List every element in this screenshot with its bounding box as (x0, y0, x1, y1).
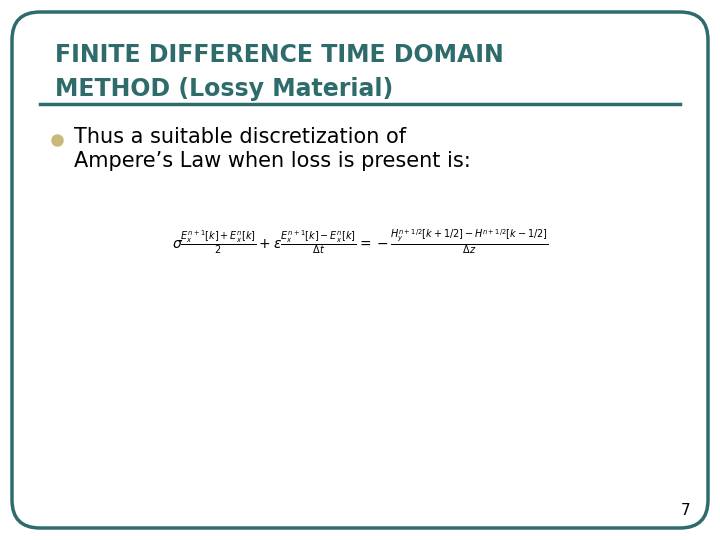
Text: METHOD (Lossy Material): METHOD (Lossy Material) (55, 77, 393, 101)
Text: $\sigma \frac{E_x^{n+1}[k]+E_x^{n}[k]}{2} + \varepsilon \frac{E_x^{n+1}[k]-E_x^{: $\sigma \frac{E_x^{n+1}[k]+E_x^{n}[k]}{2… (172, 228, 548, 256)
Text: 7: 7 (680, 503, 690, 518)
FancyBboxPatch shape (12, 12, 708, 528)
Text: FINITE DIFFERENCE TIME DOMAIN: FINITE DIFFERENCE TIME DOMAIN (55, 43, 504, 67)
Text: Ampere’s Law when loss is present is:: Ampere’s Law when loss is present is: (74, 151, 471, 171)
Text: Thus a suitable discretization of: Thus a suitable discretization of (74, 127, 406, 147)
